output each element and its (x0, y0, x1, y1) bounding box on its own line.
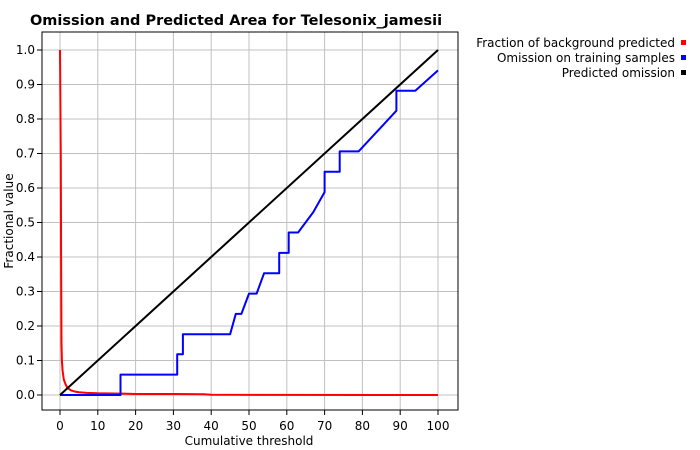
y-tick-label: 0.9 (16, 78, 35, 92)
y-tick-label: 1.0 (16, 43, 35, 57)
x-tick-label: 20 (128, 419, 143, 433)
chart-title: Omission and Predicted Area for Telesoni… (30, 13, 442, 29)
x-tick-label: 100 (427, 419, 450, 433)
legend-label: Fraction of background predicted (476, 36, 675, 50)
y-tick-label: 0.0 (16, 388, 35, 402)
x-axis-label: Cumulative threshold (185, 434, 314, 448)
legend-swatch (681, 70, 686, 75)
y-tick-label: 0.4 (16, 250, 35, 264)
series-line-omission-on-training-samples (60, 69, 439, 396)
y-tick-label: 0.1 (16, 354, 35, 368)
x-tick-label: 90 (393, 419, 408, 433)
legend: Fraction of background predictedOmission… (476, 36, 686, 80)
legend-swatch (681, 40, 686, 45)
x-tick-label: 50 (241, 419, 256, 433)
series-line-fraction-of-background-predicted (59, 49, 439, 396)
y-tick-label: 0.5 (16, 216, 35, 230)
x-tick-label: 40 (204, 419, 219, 433)
y-tick-label: 0.3 (16, 285, 35, 299)
axis-layer: 0 10 20 30 40 50 60 70 80 90 100 0.0 0.1 0.2 0.3 0.4 0.5… (16, 43, 450, 433)
y-tick-label: 0.6 (16, 181, 35, 195)
y-axis-label: Fractional value (2, 173, 16, 268)
y-tick-label: 0.2 (16, 319, 35, 333)
y-tick-label: 0.7 (16, 147, 35, 161)
legend-swatch (681, 55, 686, 60)
x-tick-label: 70 (317, 419, 332, 433)
legend-label: Predicted omission (562, 66, 675, 80)
series-layer (59, 49, 439, 396)
plot-frame (41, 31, 459, 411)
x-tick-label: 60 (279, 419, 294, 433)
x-tick-label: 10 (90, 419, 105, 433)
legend-label: Omission on training samples (497, 51, 675, 65)
series-line-predicted-omission (59, 49, 439, 396)
x-tick-label: 0 (56, 419, 64, 433)
y-tick-label: 0.8 (16, 112, 35, 126)
x-tick-label: 80 (355, 419, 370, 433)
x-tick-label: 30 (166, 419, 181, 433)
